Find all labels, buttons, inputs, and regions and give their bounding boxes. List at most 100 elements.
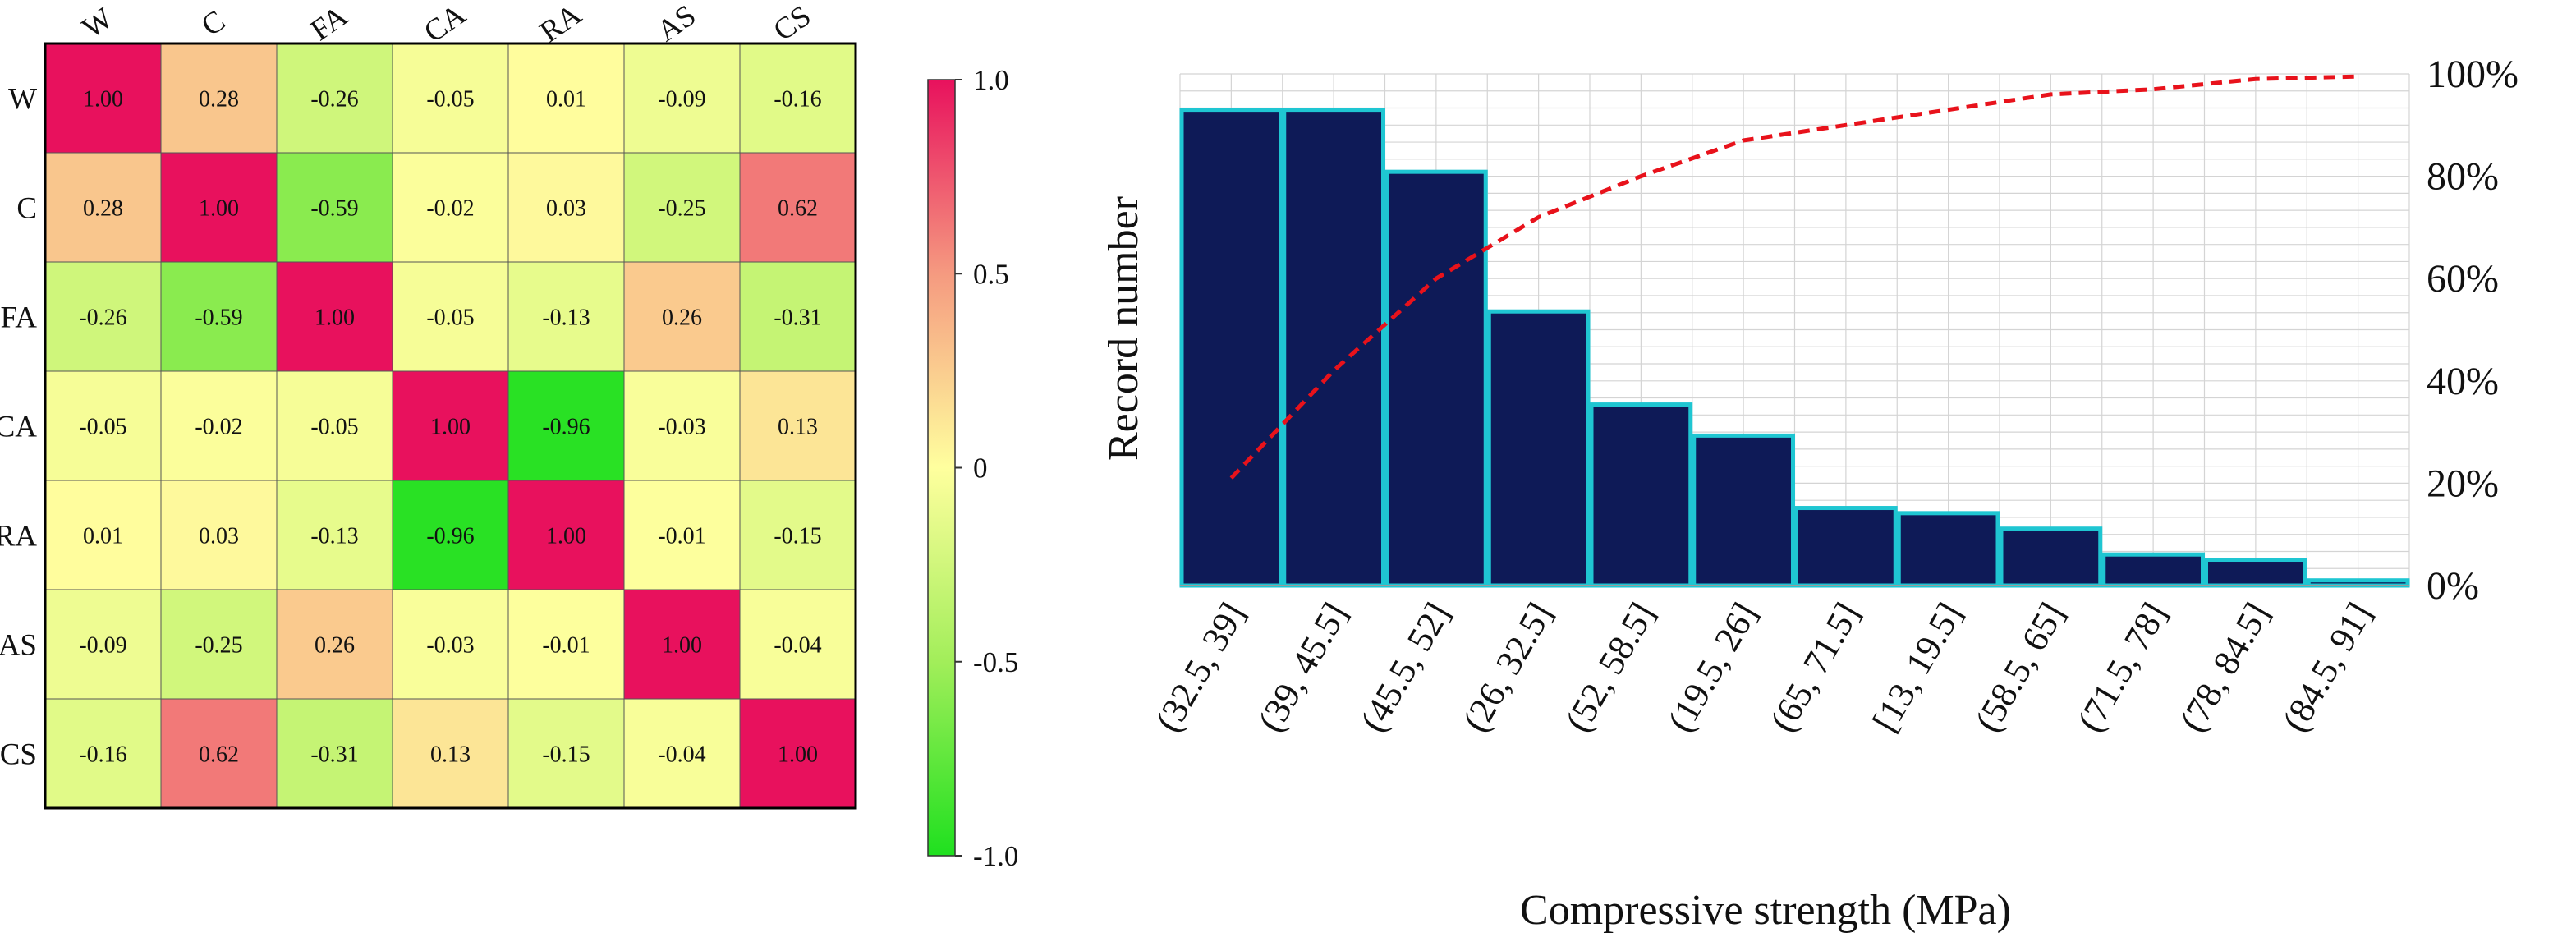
heatmap-row-label: W — [8, 83, 37, 117]
y-axis-title: Record number — [1100, 196, 1147, 461]
heatmap-cell — [739, 698, 856, 809]
heatmap-cell — [44, 589, 162, 700]
bar — [2204, 558, 2307, 588]
heatmap-row-label: C — [16, 192, 37, 226]
heatmap-row-label: CS — [0, 738, 37, 772]
heatmap-cell-value: 1.00 — [662, 633, 702, 659]
heatmap-cell-value: -0.01 — [658, 524, 705, 549]
heatmap-cell — [276, 261, 393, 372]
heatmap-cell — [739, 152, 856, 263]
x-tick-label: (39, 45.5] — [1250, 596, 1356, 739]
heatmap-cell — [507, 261, 625, 372]
heatmap-cell-value: 0.28 — [83, 196, 123, 222]
x-tick-label: [13, 19.5] — [1865, 596, 1971, 739]
heatmap-cell-value: -0.59 — [195, 306, 242, 331]
heatmap-cell-value: -0.26 — [310, 87, 358, 113]
heatmap-cell — [276, 698, 393, 809]
heatmap-cell — [44, 43, 162, 154]
heatmap-cell — [507, 698, 625, 809]
y2-tick-label: 40% — [2427, 360, 2499, 403]
x-tick-label: (26, 32.5] — [1455, 596, 1561, 739]
y2-tick-label: 20% — [2427, 462, 2499, 505]
x-tick-label: (71.5, 78] — [2069, 596, 2175, 739]
heatmap-cell-value: -0.25 — [195, 633, 242, 659]
heatmap-cell — [160, 589, 278, 700]
heatmap-cell-value: 1.00 — [199, 196, 239, 222]
heatmap-cell — [507, 152, 625, 263]
heatmap-cell-value: 0.28 — [199, 87, 239, 113]
heatmap-cell-value: -0.96 — [542, 415, 590, 440]
heatmap-col-label: FA — [305, 0, 354, 48]
heatmap-cell-value: 0.13 — [430, 742, 471, 768]
heatmap-cell — [392, 370, 509, 481]
heatmap-cell-value: -0.02 — [195, 415, 242, 440]
pareto-chart: 0% 20% 40% 60% 80% 100% (32.5, 39](39, 45.5](4… — [1100, 53, 2519, 934]
heatmap-cell-value: 0.01 — [83, 524, 123, 549]
y2-tick-label: 80% — [2427, 155, 2499, 199]
bar — [1282, 108, 1385, 588]
bar — [1589, 402, 1693, 588]
bar — [1794, 506, 1898, 588]
bar — [1692, 433, 1795, 588]
heatmap-cell-value: -0.25 — [658, 196, 705, 222]
x-tick-label: (19.5, 26] — [1660, 596, 1766, 739]
heatmap-cell — [392, 698, 509, 809]
heatmap-cell-value: 0.26 — [315, 633, 355, 659]
heatmap-row-label: CA — [0, 411, 37, 444]
heatmap-cell-value: 0.13 — [778, 415, 818, 440]
colorbar-tick-label: 0.5 — [973, 258, 1009, 290]
heatmap-cell — [739, 370, 856, 481]
heatmap-cell-value: -0.15 — [774, 524, 821, 549]
colorbar-tick-label: 0 — [973, 453, 988, 485]
heatmap-cell — [160, 370, 278, 481]
heatmap-cell — [160, 261, 278, 372]
heatmap-cell — [623, 698, 741, 809]
heatmap-col-label: CS — [768, 0, 818, 48]
heatmap-cell-value: 1.00 — [430, 415, 471, 440]
heatmap-cell — [44, 480, 162, 590]
heatmap-col-label: RA — [534, 0, 588, 49]
heatmap-col-label: AS — [651, 0, 702, 48]
heatmap-cell — [276, 589, 393, 700]
heatmap-cell-value: -0.96 — [426, 524, 474, 549]
heatmap-row-label: AS — [0, 629, 37, 663]
colorbar-gradient — [927, 79, 956, 857]
heatmap-cell-value: -0.04 — [774, 633, 821, 659]
colorbar-tick-label: -1.0 — [973, 840, 1018, 872]
heatmap-cell-value: -0.04 — [658, 742, 705, 768]
x-axis-title: Compressive strength (MPa) — [1520, 887, 2011, 934]
y2-tick-label: 0% — [2427, 564, 2479, 608]
heatmap-row-label: FA — [0, 301, 37, 335]
y2-tick-label: 100% — [2427, 53, 2519, 96]
heatmap-cell — [276, 480, 393, 590]
heatmap-cell-value: -0.03 — [658, 415, 705, 440]
heatmap-col-label: W — [76, 2, 119, 46]
y2-tick-label: 60% — [2427, 257, 2499, 301]
heatmap-cell-value: 1.00 — [778, 742, 818, 768]
heatmap-cell-value: 0.62 — [199, 742, 239, 768]
colorbar: 1.0 0.5 0 -0.5 -1.0 — [927, 64, 1018, 872]
heatmap-cell-value: -0.16 — [79, 742, 126, 768]
heatmap-cell — [507, 589, 625, 700]
heatmap-cell-value: 0.62 — [778, 196, 818, 222]
heatmap-cell-value: -0.05 — [310, 415, 358, 440]
x-tick-label: (84.5, 91] — [2275, 596, 2381, 739]
heatmap-cell — [739, 261, 856, 372]
x-tick-label: (45.5, 52] — [1352, 596, 1458, 739]
x-tick-label: (32.5, 39] — [1147, 596, 1253, 739]
heatmap-col-label: C — [195, 4, 232, 44]
heatmap-col-label: CA — [418, 0, 472, 49]
heatmap-cell — [623, 152, 741, 263]
heatmap-cell — [623, 43, 741, 154]
heatmap-cell-value: 1.00 — [315, 306, 355, 331]
heatmap-cell-value: 1.00 — [83, 87, 123, 113]
heatmap-cell-value: -0.13 — [310, 524, 358, 549]
bar — [1179, 108, 1283, 588]
heatmap-cell — [392, 589, 509, 700]
heatmap-cell-value: -0.16 — [774, 87, 821, 113]
correlation-heatmap: 1.00 0.28 -0.26 -0.05 0.01 -0.09 -0.16 0.28 1.00… — [0, 0, 857, 810]
heatmap-cell-value: 0.03 — [199, 524, 239, 549]
heatmap-cell — [392, 261, 509, 372]
heatmap-cell-value: -0.05 — [426, 306, 474, 331]
heatmap-cell — [160, 43, 278, 154]
